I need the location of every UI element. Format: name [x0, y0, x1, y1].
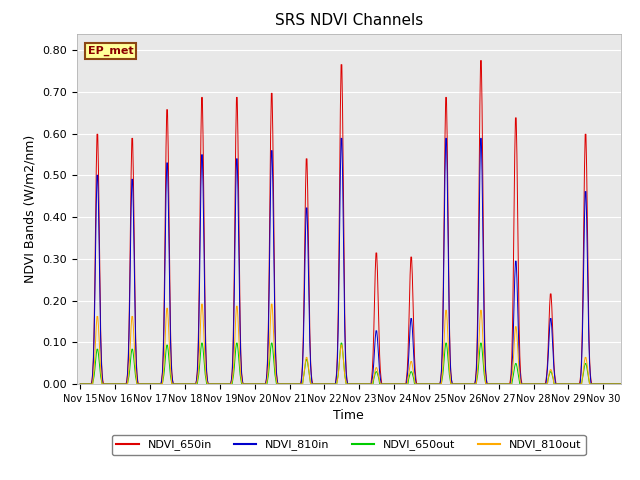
NDVI_650in [417, 381, 424, 387]
NDVI_650out [417, 381, 425, 387]
NDVI_650out [449, 381, 456, 387]
NDVI_810out [142, 381, 150, 387]
NDVI_650in [76, 381, 84, 387]
NDVI_810in [338, 135, 346, 141]
NDVI_810out [634, 381, 640, 387]
Line: NDVI_650out: NDVI_650out [80, 343, 637, 384]
NDVI_650in [448, 377, 456, 383]
Text: EP_met: EP_met [88, 46, 133, 56]
NDVI_650in [293, 381, 301, 387]
Line: NDVI_810out: NDVI_810out [80, 304, 637, 384]
X-axis label: Time: Time [333, 409, 364, 422]
NDVI_650out [142, 381, 150, 387]
NDVI_810in [449, 381, 456, 387]
NDVI_810out [417, 381, 425, 387]
NDVI_650in [634, 381, 640, 387]
NDVI_810in [76, 381, 84, 387]
NDVI_650out [245, 381, 253, 387]
NDVI_650in [477, 58, 485, 63]
NDVI_810out [273, 378, 280, 384]
NDVI_650in [272, 350, 280, 356]
NDVI_810out [294, 381, 301, 387]
NDVI_650out [634, 381, 640, 387]
NDVI_810out [76, 381, 84, 387]
NDVI_810out [245, 381, 253, 387]
NDVI_810in [142, 381, 150, 387]
NDVI_650out [294, 381, 301, 387]
NDVI_650out [198, 340, 206, 346]
NDVI_650in [244, 381, 252, 387]
Title: SRS NDVI Channels: SRS NDVI Channels [275, 13, 423, 28]
NDVI_810in [272, 356, 280, 362]
Line: NDVI_810in: NDVI_810in [80, 138, 637, 384]
Legend: NDVI_650in, NDVI_810in, NDVI_650out, NDVI_810out: NDVI_650in, NDVI_810in, NDVI_650out, NDV… [112, 435, 586, 455]
NDVI_810in [244, 381, 252, 387]
NDVI_650out [273, 381, 280, 387]
NDVI_810in [293, 381, 301, 387]
Y-axis label: NDVI Bands (W/m2/nm): NDVI Bands (W/m2/nm) [24, 135, 36, 283]
Line: NDVI_650in: NDVI_650in [80, 60, 637, 384]
NDVI_810in [417, 381, 425, 387]
NDVI_650in [142, 381, 150, 387]
NDVI_650out [76, 381, 84, 387]
NDVI_810out [449, 381, 456, 387]
NDVI_810in [634, 381, 640, 387]
NDVI_810out [198, 301, 206, 307]
